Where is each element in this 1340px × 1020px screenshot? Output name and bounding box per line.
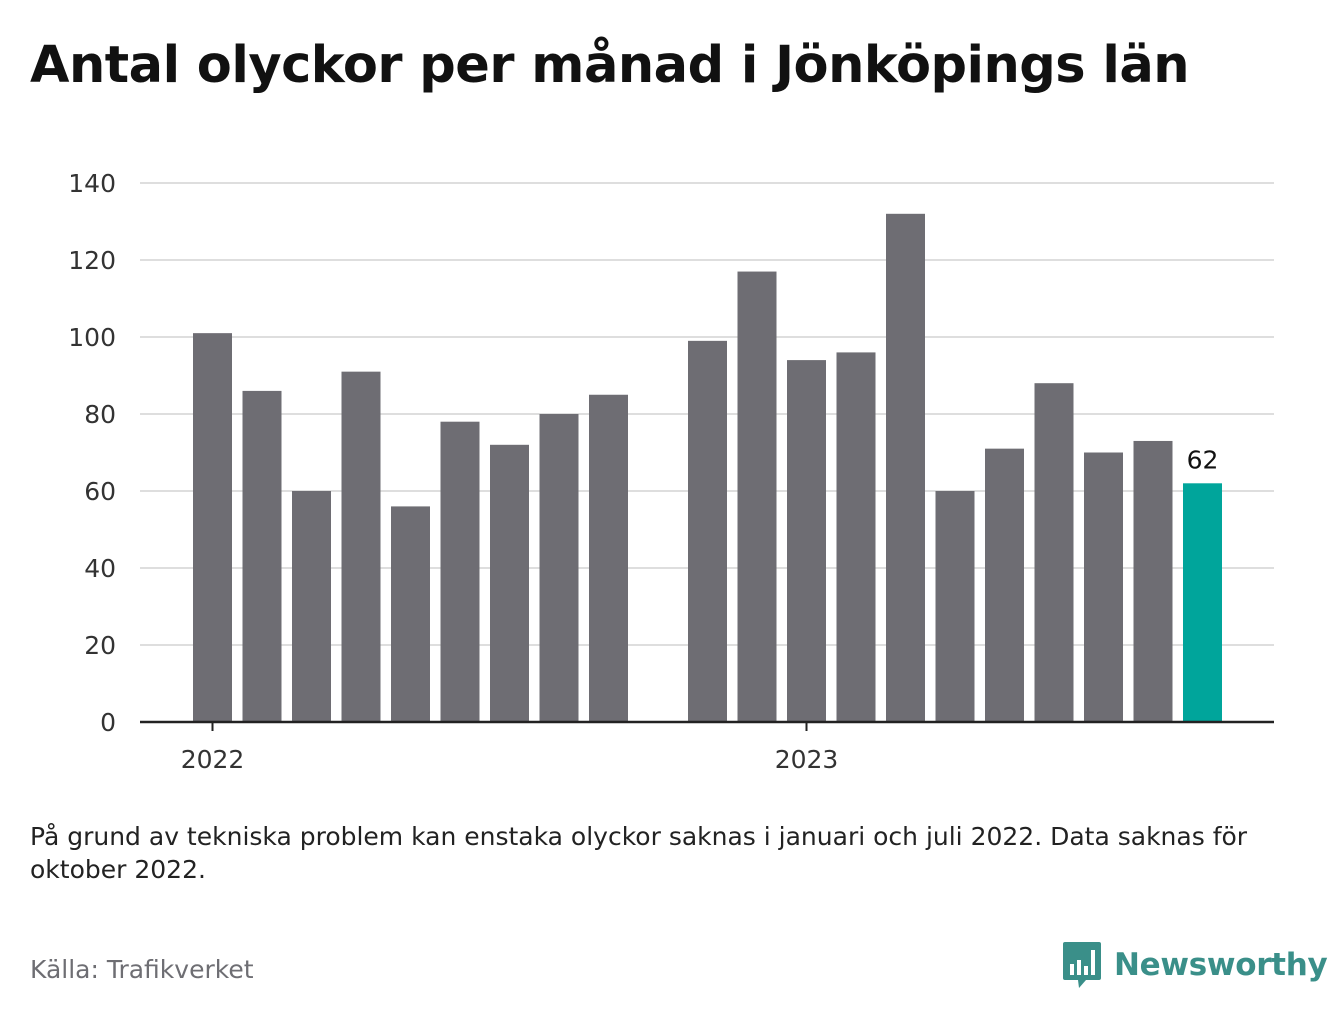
bar bbox=[737, 271, 777, 722]
bars bbox=[193, 213, 1222, 723]
bar bbox=[589, 394, 628, 722]
footnote: På grund av tekniska problem kan enstaka… bbox=[30, 822, 1248, 884]
value-labels: 62 bbox=[1187, 445, 1219, 474]
chart-title: Antal olyckor per månad i Jönköpings län bbox=[30, 36, 1190, 95]
bar bbox=[836, 352, 876, 722]
y-tick-label: 100 bbox=[68, 323, 116, 352]
bar bbox=[490, 444, 529, 722]
y-tick-label: 120 bbox=[68, 246, 116, 275]
brand-name: Newsworthy bbox=[1114, 947, 1328, 983]
source-label: Källa: Trafikverket bbox=[30, 955, 254, 984]
bar bbox=[292, 491, 331, 722]
y-tick-label: 0 bbox=[100, 708, 116, 737]
bar bbox=[935, 491, 975, 722]
bar bbox=[886, 213, 925, 723]
bar-highlighted bbox=[1183, 483, 1222, 722]
x-axis: 2022 2023 bbox=[140, 720, 1274, 774]
bar bbox=[539, 414, 579, 722]
y-tick-label: 60 bbox=[84, 477, 116, 506]
x-tick-label: 2022 bbox=[181, 745, 245, 774]
bar bbox=[1034, 383, 1074, 722]
bar bbox=[193, 333, 232, 722]
highlight-value-label: 62 bbox=[1187, 445, 1219, 474]
bar bbox=[688, 340, 727, 722]
y-tick-label: 140 bbox=[68, 169, 116, 198]
bar bbox=[985, 448, 1024, 722]
x-tick-label: 2023 bbox=[775, 745, 839, 774]
bar-chart: 0 20 40 60 80 100 120 140 2022 2023 62 bbox=[68, 169, 1274, 774]
y-tick-label: 40 bbox=[84, 554, 116, 583]
bar bbox=[391, 506, 430, 722]
bar bbox=[787, 360, 826, 722]
brand-logo[interactable]: Newsworthy bbox=[1062, 940, 1328, 990]
newsworthy-logo-icon bbox=[1063, 942, 1101, 988]
bar bbox=[242, 390, 282, 722]
bar bbox=[1084, 452, 1123, 722]
bar bbox=[1133, 440, 1173, 722]
y-tick-label: 20 bbox=[84, 631, 116, 660]
bar bbox=[440, 421, 480, 722]
y-axis-labels: 0 20 40 60 80 100 120 140 bbox=[68, 169, 116, 737]
y-tick-label: 80 bbox=[84, 400, 116, 429]
bar bbox=[341, 371, 381, 722]
